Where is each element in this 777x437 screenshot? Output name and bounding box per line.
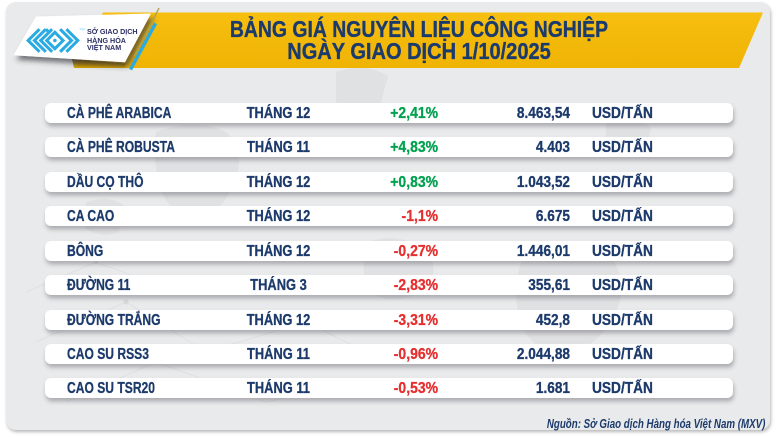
svg-text:TM: TM (79, 27, 85, 32)
